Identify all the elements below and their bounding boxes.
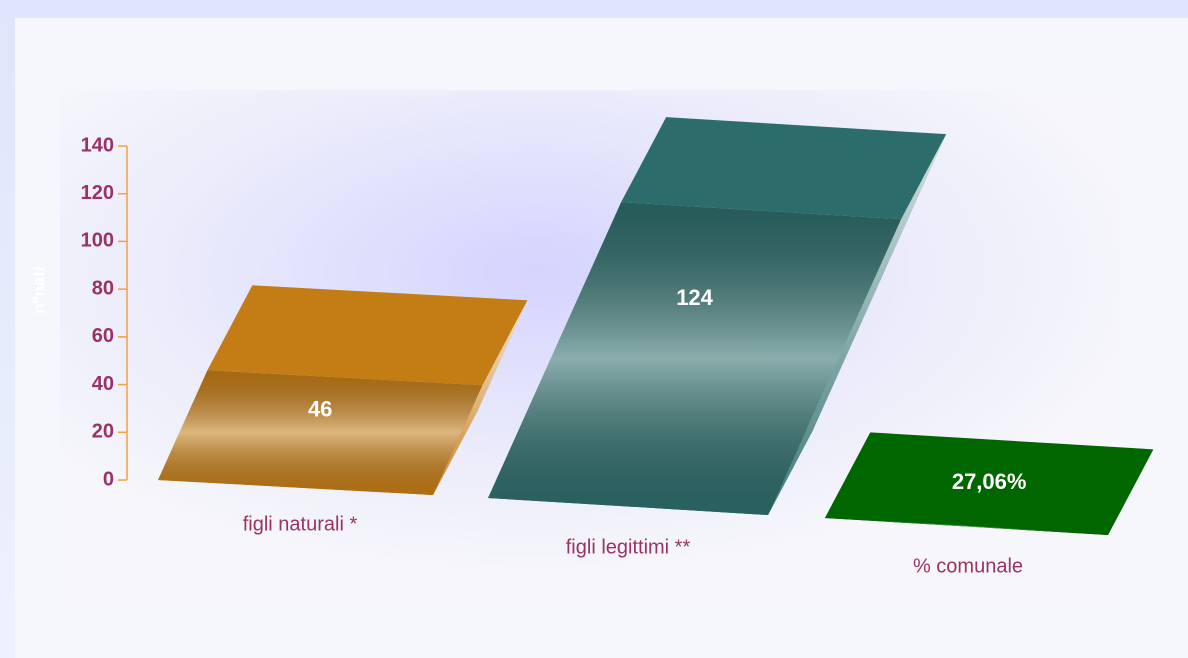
bar-side-shade [768, 134, 947, 515]
y-tick-label: 0 [103, 468, 114, 490]
bar-top [621, 117, 947, 220]
y-axis-label: n°nati [29, 266, 48, 313]
x-tick-label: % comunale [913, 555, 1023, 577]
y-tick-label: 40 [92, 373, 114, 395]
x-tick-label: figli legittimi ** [566, 536, 691, 558]
y-tick-label: 140 [81, 134, 114, 156]
value-label: 27,06% [952, 469, 1027, 494]
bar-shade [488, 202, 902, 515]
y-tick-label: 80 [92, 277, 114, 299]
y-tick-label: 120 [81, 182, 114, 204]
y-tick-label: 100 [81, 230, 114, 252]
bar-top [207, 285, 528, 386]
y-tick-label: 60 [92, 325, 114, 347]
value-label: 46 [308, 396, 332, 421]
y-tick-label: 20 [92, 421, 114, 443]
bar-shade [158, 370, 483, 495]
x-tick-label: figli naturali * [243, 513, 358, 535]
bar-side-shade [433, 300, 528, 495]
value-label: 124 [676, 285, 713, 310]
bar-shade [825, 517, 1109, 535]
bar-side-shade [1108, 449, 1154, 535]
bar-top [825, 432, 1154, 535]
